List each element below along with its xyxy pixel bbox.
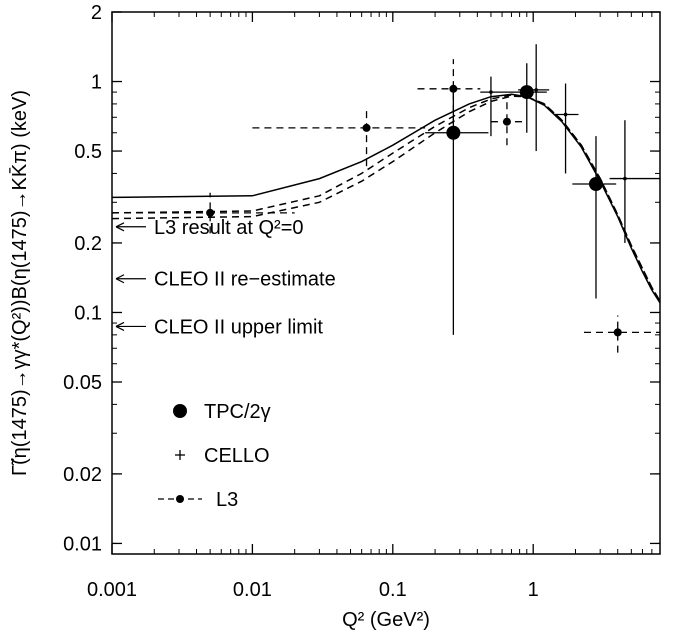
annotations: L3 result at Q²=0 CLEO II re−estimate CLEO… <box>115 217 336 338</box>
y-tick-label: 2 <box>91 2 102 24</box>
legend: TPC/2γ CELLO L3 <box>158 401 271 511</box>
annotation-label: CLEO II upper limit <box>154 316 323 338</box>
y-tick-label: 1 <box>91 72 102 94</box>
model-curve-1 <box>111 94 661 302</box>
data-point-cello <box>623 176 627 181</box>
x-tick-label: 0.01 <box>233 579 272 601</box>
y-tick-label: 0.01 <box>63 533 102 555</box>
y-tick-label: 0.02 <box>63 464 102 486</box>
data-point-cello <box>563 112 568 117</box>
legend-symbol-l3-dot <box>176 495 184 503</box>
legend-label: TPC/2γ <box>204 401 271 423</box>
data-markers <box>206 84 627 337</box>
data-point-tpc <box>446 125 461 140</box>
data-point-l3 <box>206 208 215 217</box>
data-point-cello <box>534 88 538 92</box>
data-point-l3 <box>613 328 622 337</box>
error-bars <box>112 44 660 353</box>
axis-ticks: 0.001 0.01 0.1 1 0.01 0.02 0.05 0.1 0.2 0.5 1 2 <box>63 2 661 601</box>
annotation-label: L3 result at Q²=0 <box>154 217 304 239</box>
x-tick-label: 0.001 <box>87 579 137 601</box>
data-point-l3 <box>362 123 371 132</box>
y-tick-label: 0.1 <box>74 302 102 324</box>
annotation-label: CLEO II re−estimate <box>154 269 336 291</box>
data-point-tpc <box>588 176 603 191</box>
data-point-cello <box>489 90 493 94</box>
x-tick-label: 1 <box>528 579 539 601</box>
x-tick-label: 0.1 <box>379 579 407 601</box>
annotation-arrowhead <box>115 321 125 331</box>
y-tick-label: 0.05 <box>63 372 102 394</box>
legend-label: L3 <box>216 489 238 511</box>
data-point-l3 <box>502 117 511 126</box>
annotation-arrowhead <box>115 274 125 284</box>
y-tick-label: 0.5 <box>74 141 102 163</box>
annotation-arrowhead <box>115 222 125 232</box>
data-point-tpc <box>519 85 534 100</box>
x-axis-title: Q² (GeV²) <box>342 609 430 631</box>
legend-symbol-tpc <box>173 404 187 418</box>
y-axis-title: Γ̃(η(1475)→γγ*(Q²))B(η(1475)→KK̄π) (keV) <box>8 90 31 476</box>
legend-label: CELLO <box>204 445 270 467</box>
data-point-l3 <box>449 84 458 93</box>
y-tick-label: 0.2 <box>74 233 102 255</box>
